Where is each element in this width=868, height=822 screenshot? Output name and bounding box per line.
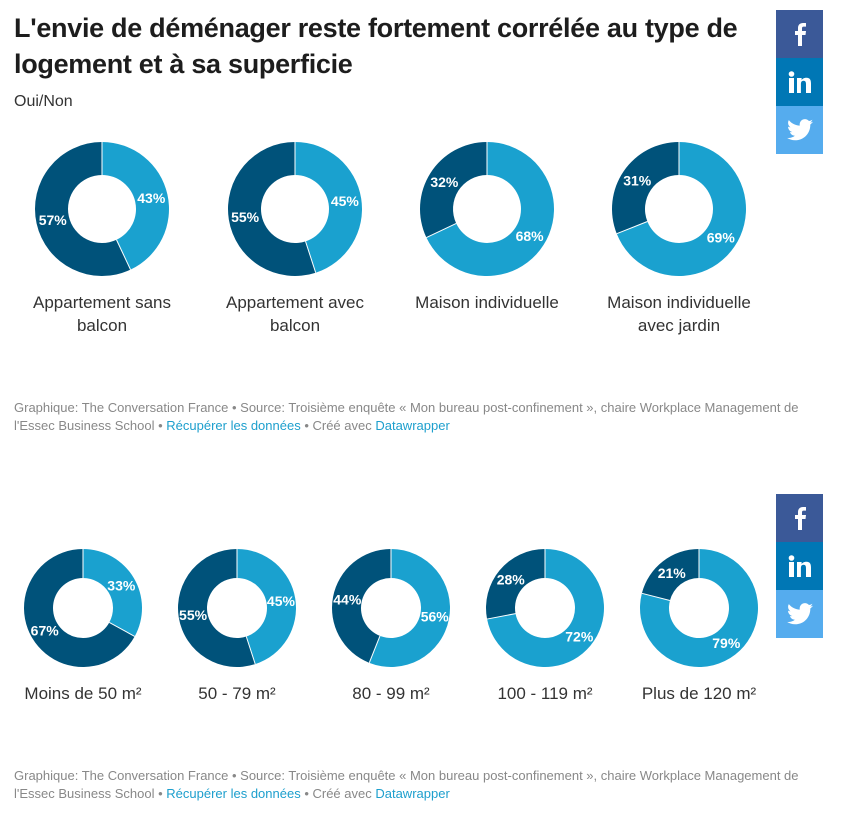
linkedin-share-button[interactable] (776, 58, 823, 106)
donut-slice-oui (295, 142, 362, 273)
donut-slice-oui (639, 549, 758, 667)
donut-slice-oui (369, 549, 450, 667)
footer-separator: • Créé avec (300, 418, 376, 433)
donut-divider (305, 241, 317, 273)
donut-label: Maison individuelle (415, 293, 559, 312)
donut-slice-non (24, 549, 135, 667)
donut-divider (616, 221, 648, 235)
donut-value-label-oui: 69% (707, 229, 736, 245)
chart-footer-2: Graphique: The Conversation France • Sou… (14, 767, 814, 803)
donut-value-label-non: 31% (623, 173, 652, 189)
donut-slice-oui (102, 142, 169, 270)
donut-label: Plus de 120 m² (641, 684, 757, 703)
donut-value-label-oui: 45% (267, 593, 296, 609)
twitter-share-button-2[interactable] (776, 590, 823, 638)
donut-slice-oui (426, 142, 554, 276)
donut-value-label-oui: 72% (565, 628, 594, 644)
donut-divider (116, 239, 131, 270)
donut-value-label-non: 55% (179, 607, 208, 623)
facebook-share-button[interactable] (776, 10, 823, 58)
donut-value-label-non: 28% (497, 572, 526, 588)
donut-slice-oui (83, 549, 142, 637)
donut-divider (368, 635, 381, 664)
donut-divider (641, 592, 671, 602)
donut-slice-non (178, 549, 256, 667)
get-data-link[interactable]: Récupérer les données (166, 418, 301, 433)
get-data-link[interactable]: Récupérer les données (166, 786, 301, 801)
facebook-icon (794, 507, 806, 530)
twitter-share-button[interactable] (776, 106, 823, 154)
donut-value-label-oui: 45% (331, 193, 360, 209)
donut-chart-housing-type: 43% 57% 45% 55% 68% 32% 69% 31% (34, 142, 746, 276)
donut-label: Appartement avec balcon (226, 293, 364, 335)
donut-label: Moins de 50 m² (24, 684, 142, 703)
donut-slice-non (331, 549, 391, 663)
linkedin-icon (788, 71, 811, 93)
donut-slice-oui (616, 142, 746, 276)
facebook-icon (794, 23, 806, 46)
donut-label: Maison individuelle avec jardin (607, 293, 751, 335)
donut-value-label-oui: 68% (516, 228, 545, 244)
chart-title: L'envie de déménager reste fortement cor… (14, 13, 738, 79)
donut-slice-non (641, 549, 699, 601)
donut-divider (426, 223, 457, 238)
linkedin-icon (788, 555, 811, 577)
donut-value-label-non: 55% (231, 209, 260, 225)
donut-divider (245, 636, 256, 665)
footer-source: Graphique: The Conversation France • Sou… (14, 400, 799, 433)
donut-slice-non (34, 142, 131, 276)
footer-source: Graphique: The Conversation France • Sou… (14, 768, 799, 801)
donut-chart-surface: 33% 67% 45% 55% 56% 44% 72% 28% 79% 21% (24, 549, 758, 667)
donut-value-label-non: 57% (39, 212, 68, 228)
donut-divider (486, 613, 516, 620)
donut-label: 80 - 99 m² (352, 684, 430, 703)
chart-footer: Graphique: The Conversation France • Sou… (14, 399, 814, 435)
donut-value-label-oui: 56% (421, 608, 450, 624)
donut-divider (109, 622, 135, 637)
facebook-share-button-2[interactable] (776, 494, 823, 542)
donut-slice-non (611, 142, 679, 234)
donut-label: Appartement sans balcon (33, 293, 171, 335)
donut-slice-oui (487, 549, 605, 667)
donut-slice-non (420, 142, 487, 238)
donut-value-label-non: 32% (430, 174, 459, 190)
donut-value-label-non: 67% (31, 623, 60, 639)
donut-value-label-non: 21% (658, 565, 687, 581)
donut-label: 50 - 79 m² (198, 684, 276, 703)
chart-subtitle: Oui/Non (14, 93, 73, 110)
datawrapper-link[interactable]: Datawrapper (375, 418, 450, 433)
linkedin-share-button-2[interactable] (776, 542, 823, 590)
twitter-icon (786, 603, 813, 625)
donut-value-label-oui: 33% (107, 577, 136, 593)
donut-value-label-oui: 43% (137, 190, 166, 206)
twitter-icon (786, 119, 813, 141)
donut-label: 100 - 119 m² (497, 684, 593, 703)
donut-slice-non (227, 142, 316, 276)
donut-value-label-non: 44% (333, 592, 362, 608)
datawrapper-link[interactable]: Datawrapper (375, 786, 450, 801)
donut-slice-non (486, 549, 545, 620)
footer-separator: • Créé avec (300, 786, 376, 801)
donut-slice-oui (237, 549, 297, 665)
donut-value-label-oui: 79% (712, 635, 741, 651)
